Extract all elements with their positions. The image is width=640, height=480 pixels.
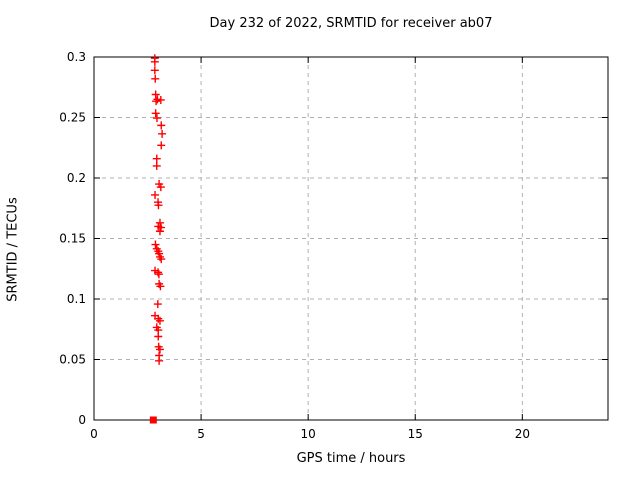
data-point-plus <box>154 201 163 210</box>
data-point-plus <box>150 66 159 75</box>
data-point-plus <box>154 270 163 279</box>
plot-frame <box>93 56 609 421</box>
data-point-plus <box>155 345 164 354</box>
x-tick-label: 15 <box>408 427 423 441</box>
data-point-plus <box>155 316 164 325</box>
y-tick-label: 0 <box>78 413 86 427</box>
data-point-square <box>149 416 157 424</box>
y-tick-label: 0.25 <box>59 111 86 125</box>
data-point-plus <box>155 227 164 236</box>
data-point-plus <box>151 109 160 118</box>
data-point-plus <box>157 121 166 130</box>
data-point-plus <box>158 129 167 138</box>
data-point-plus <box>156 95 165 104</box>
series-plus <box>150 54 167 365</box>
x-tick-label: 0 <box>90 427 98 441</box>
data-point-plus <box>155 218 164 227</box>
data-point-plus <box>156 183 165 192</box>
data-point-plus <box>151 190 160 199</box>
y-tick-label: 0.05 <box>59 353 86 367</box>
data-point-plus <box>155 356 164 365</box>
y-tick-label: 0.2 <box>67 171 86 185</box>
data-point-plus <box>157 223 166 232</box>
y-tick-label: 0.15 <box>59 232 86 246</box>
y-tick-label: 0.3 <box>67 50 86 64</box>
data-point-plus <box>154 268 163 277</box>
data-point-plus <box>152 161 161 170</box>
data-point-plus <box>157 141 166 150</box>
data-point-plus <box>153 300 162 309</box>
y-tick-label: 0.1 <box>67 292 86 306</box>
x-tick-label: 10 <box>301 427 316 441</box>
series-square <box>149 416 157 424</box>
x-tick-label: 5 <box>197 427 205 441</box>
data-point-plus <box>150 57 159 66</box>
data-point-plus <box>152 154 161 163</box>
data-point-plus <box>157 255 166 264</box>
data-point-plus <box>152 114 161 123</box>
plot-title: Day 232 of 2022, SRMTID for receiver ab0… <box>209 16 493 31</box>
data-point-plus <box>151 240 160 249</box>
x-tick-label: 20 <box>515 427 530 441</box>
data-point-plus <box>156 282 165 291</box>
data-point-plus <box>154 332 163 341</box>
data-point-plus <box>151 74 160 83</box>
data-point-plus <box>152 97 161 106</box>
gridlines <box>94 57 608 420</box>
x-axis-label: GPS time / hours <box>296 451 406 466</box>
tick-labels: 0 5 10 15 20 0 0.05 0.1 0.15 0.2 0.25 0.3 <box>59 50 530 441</box>
